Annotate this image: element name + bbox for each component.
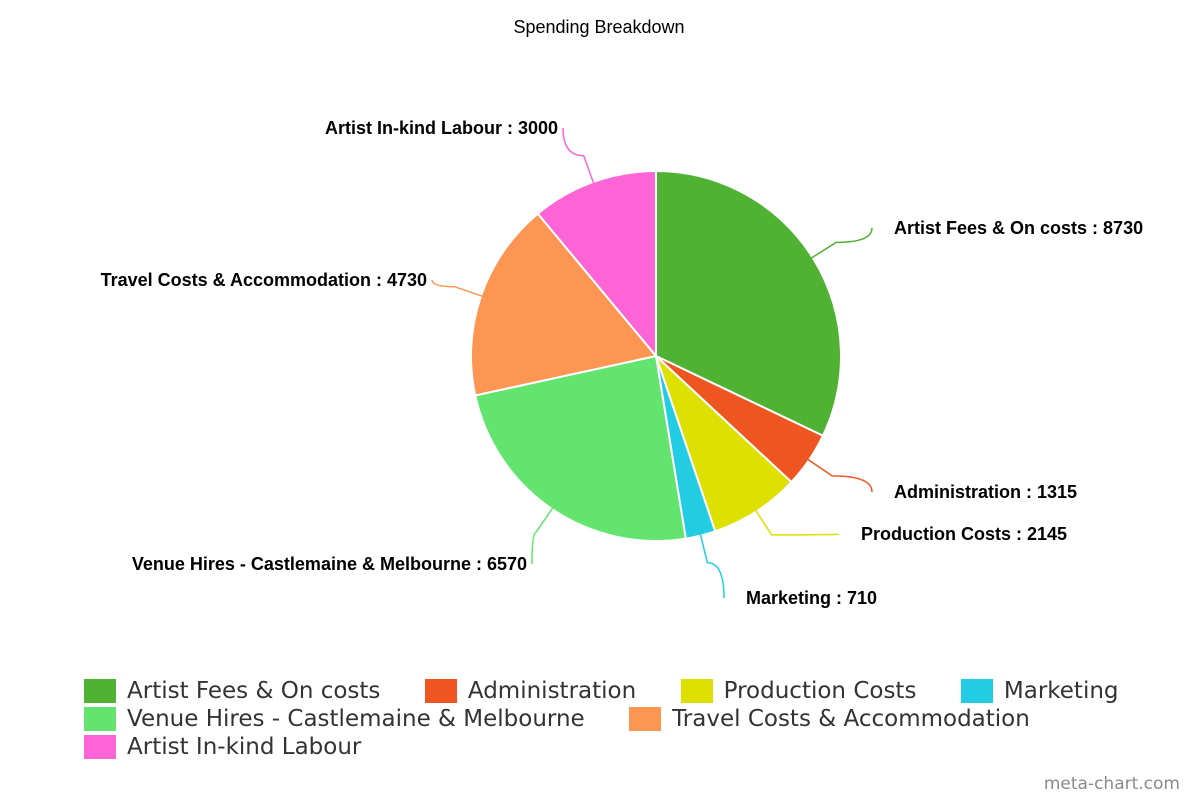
pie-slices [470,169,842,542]
legend-row-1: Artist Fees & On costs Administration Pr… [84,677,1164,705]
legend-swatch [84,735,116,759]
legend-swatch [84,707,116,731]
legend-swatch [84,679,116,703]
legend-label: Travel Costs & Accommodation [672,706,1030,732]
credit-link[interactable]: meta-chart.com [1043,774,1180,794]
leader-line [810,227,873,260]
data-labels: Artist Fees & On costs : 8730 Administrat… [101,118,1144,608]
data-label: Artist Fees & On costs : 8730 [894,218,1143,238]
leader-line [806,458,873,493]
legend-item-production-costs[interactable]: Production Costs [680,677,917,705]
legend-item-venue-hires[interactable]: Venue Hires - Castlemaine & Melbourne [84,705,585,733]
legend-item-marketing[interactable]: Marketing [960,677,1119,705]
legend-row-2: Venue Hires - Castlemaine & Melbourne Tr… [84,705,1164,733]
legend-label: Production Costs [723,678,917,704]
leader-line [754,509,840,536]
data-label: Travel Costs & Accommodation : 4730 [101,270,427,290]
leader-line [531,506,554,565]
data-label: Venue Hires - Castlemaine & Melbourne : … [132,554,527,574]
legend-item-artist-fees[interactable]: Artist Fees & On costs [84,677,380,705]
data-label: Production Costs : 2145 [861,524,1067,544]
legend-item-travel-costs[interactable]: Travel Costs & Accommodation [629,705,1030,733]
data-label: Marketing : 710 [746,588,877,608]
leader-line [562,127,595,185]
legend-label: Administration [467,678,637,704]
legend-label: Marketing [1003,678,1119,704]
legend-label: Artist In-kind Labour [127,734,362,760]
legend-swatch [424,679,457,703]
legend-swatch [629,707,662,731]
legend-label: Artist Fees & On costs [127,678,381,704]
leader-line [431,279,484,298]
legend-swatch [960,679,993,703]
leader-lines [431,127,873,599]
chart-title: Spending Breakdown [513,17,684,37]
data-label: Artist In-kind Labour : 3000 [325,118,558,138]
legend-row-3: Artist In-kind Labour [84,733,1164,761]
legend-item-artist-in-kind[interactable]: Artist In-kind Labour [84,733,361,761]
chart-legend: Artist Fees & On costs Administration Pr… [84,677,1164,761]
legend-label: Venue Hires - Castlemaine & Melbourne [127,706,585,732]
legend-swatch [680,679,713,703]
leader-line [699,533,725,599]
legend-item-administration[interactable]: Administration [424,677,637,705]
data-label: Administration : 1315 [894,482,1077,502]
